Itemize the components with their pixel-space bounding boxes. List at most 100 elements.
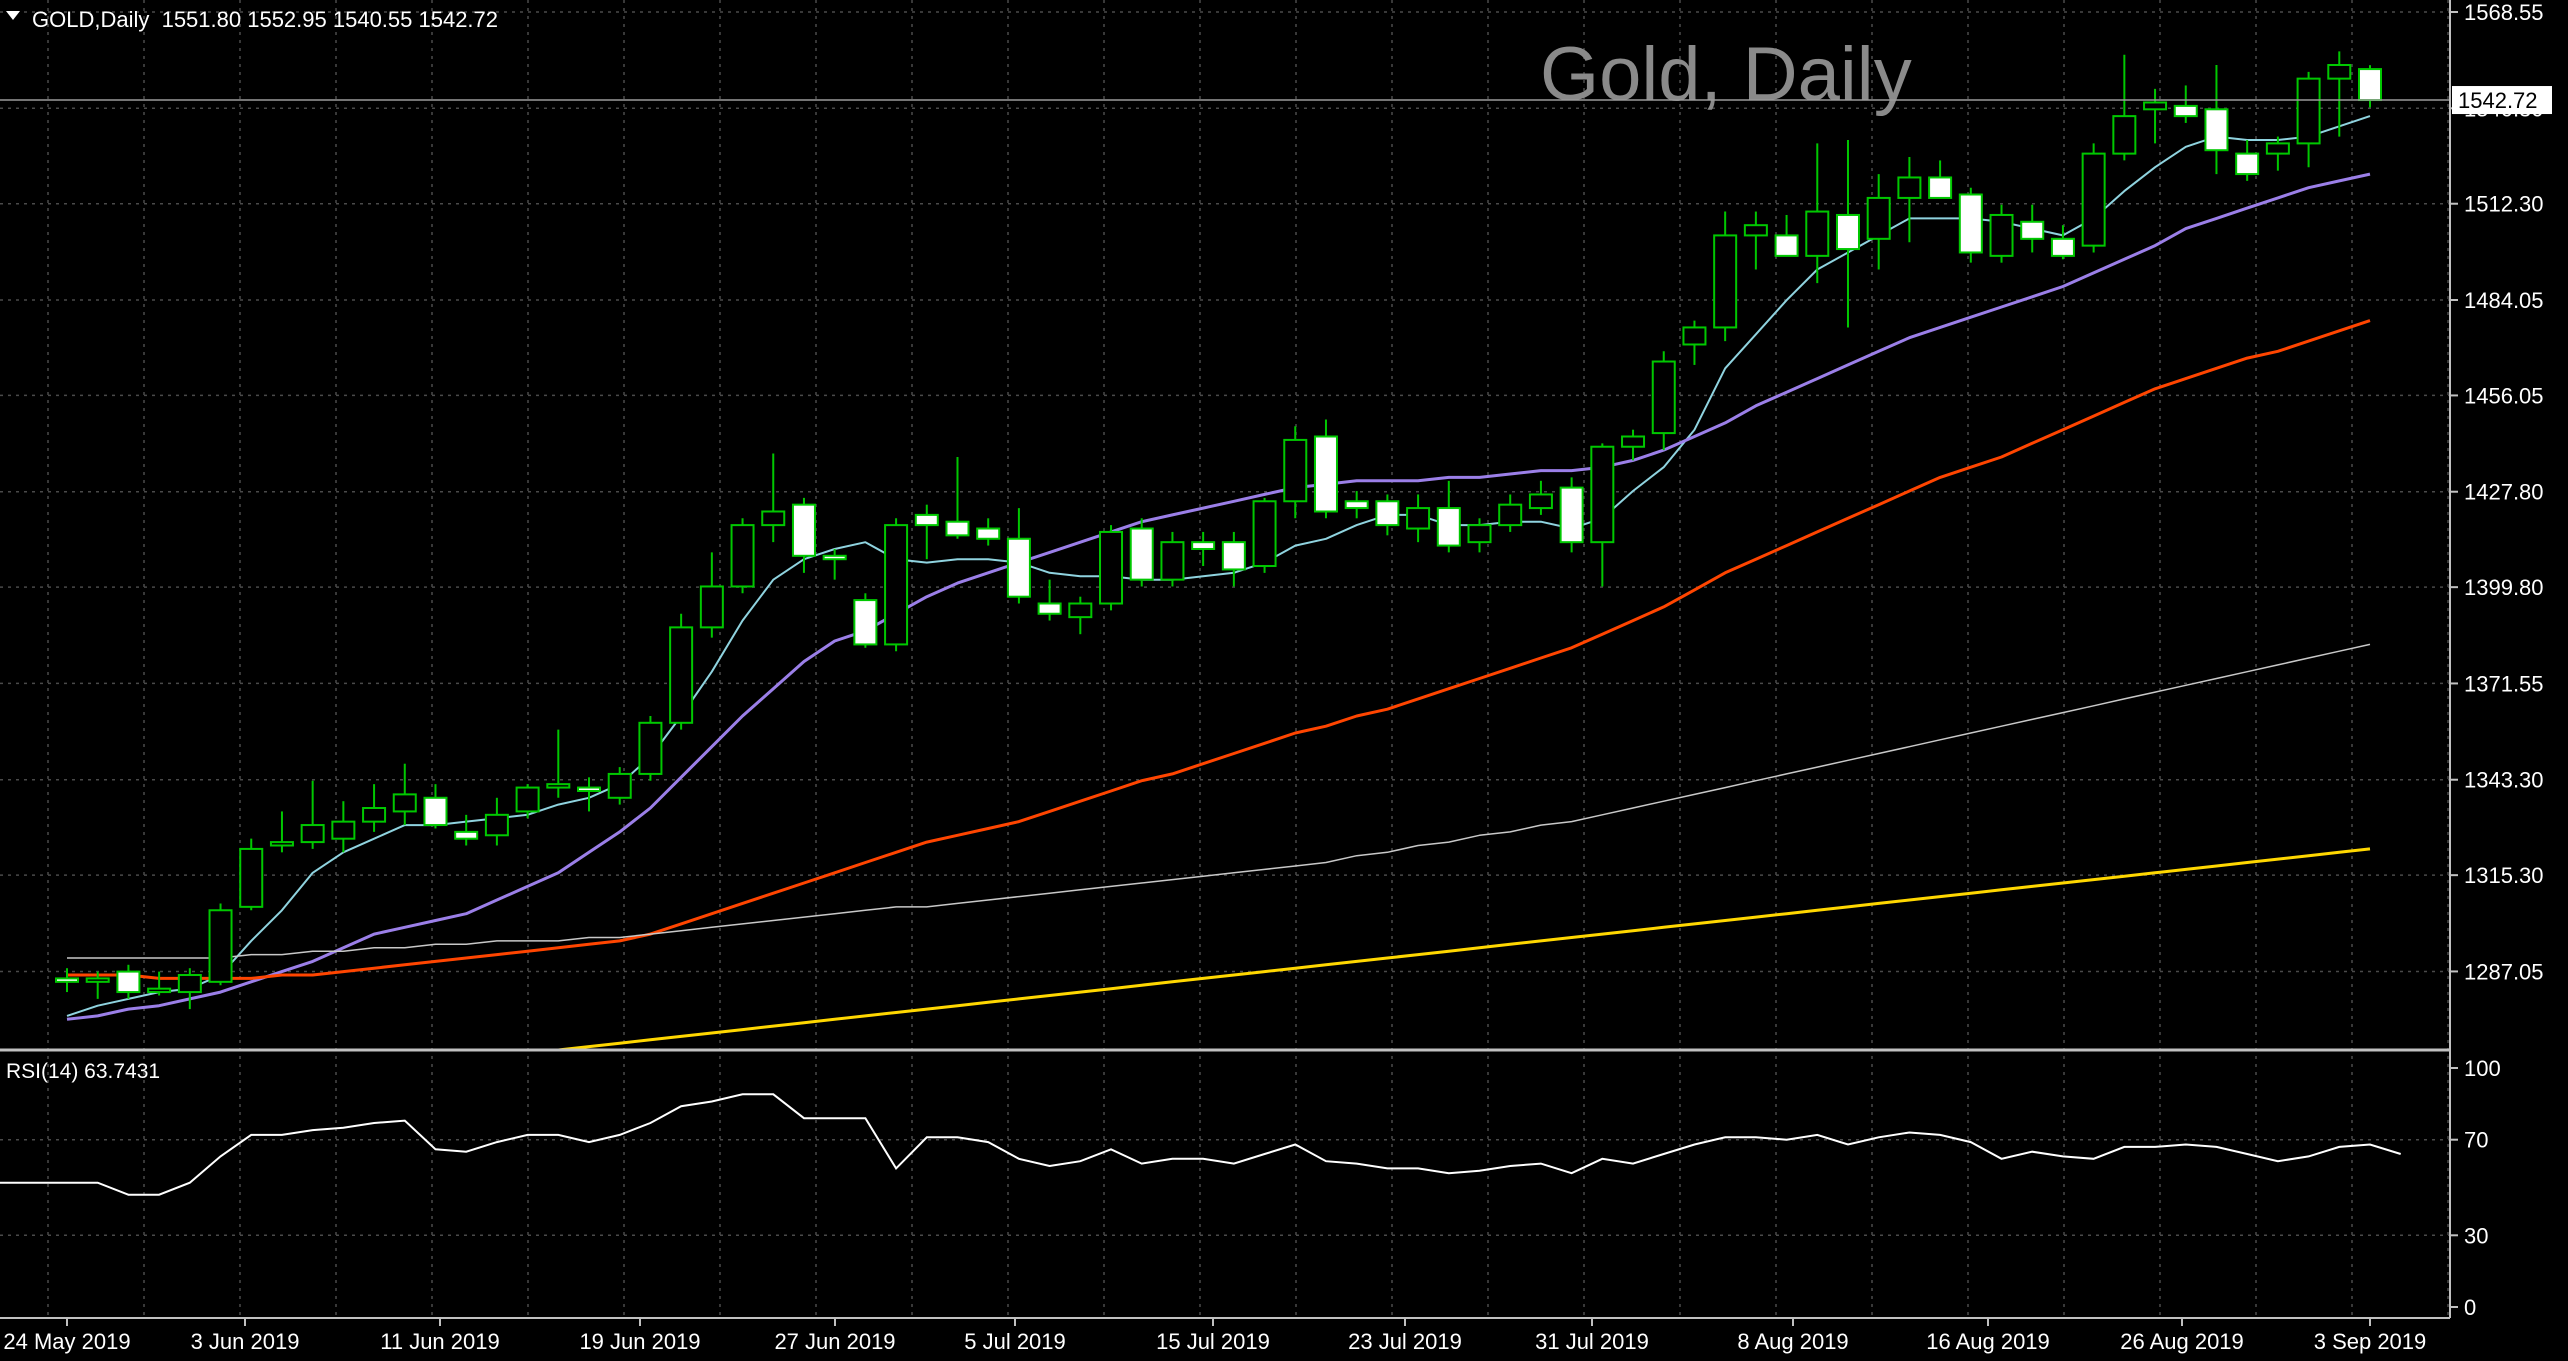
candle[interactable] (55, 968, 79, 993)
candle[interactable] (484, 797, 509, 846)
candle[interactable] (1897, 157, 1922, 243)
candle[interactable] (239, 838, 264, 911)
candle[interactable] (331, 801, 356, 853)
candle[interactable] (1989, 204, 2014, 263)
price-tick-label: 1512.30 (2464, 192, 2544, 217)
candle[interactable] (1682, 320, 1707, 365)
candle[interactable] (1006, 508, 1031, 604)
candle[interactable] (2265, 136, 2290, 171)
candlesticks[interactable] (55, 51, 2382, 1010)
candle-body-down (853, 599, 878, 646)
candle[interactable] (208, 903, 233, 986)
candle[interactable] (884, 518, 909, 652)
candle[interactable] (914, 504, 939, 560)
candle-body-down (1129, 527, 1154, 581)
candle[interactable] (1928, 160, 1953, 199)
candle[interactable] (761, 453, 786, 543)
candle[interactable] (116, 964, 141, 999)
candle-body-up (208, 909, 233, 983)
candle[interactable] (2173, 85, 2198, 123)
candle[interactable] (1375, 494, 1400, 536)
candle[interactable] (2050, 225, 2075, 260)
price-tick-label: 1427.80 (2464, 480, 2544, 505)
price-axis[interactable]: 1568.551540.301512.301484.051456.051427.… (2450, 0, 2544, 984)
candle[interactable] (1283, 426, 1308, 519)
candle[interactable] (1068, 596, 1093, 635)
candle[interactable] (177, 968, 202, 1010)
candle[interactable] (2112, 54, 2137, 161)
candle[interactable] (1160, 531, 1185, 587)
candle[interactable] (1621, 429, 1646, 461)
candle[interactable] (1498, 494, 1523, 532)
candle[interactable] (730, 518, 755, 594)
candle[interactable] (976, 518, 1001, 546)
candle[interactable] (392, 763, 417, 826)
candle[interactable] (1559, 477, 1584, 553)
candle[interactable] (1651, 351, 1676, 451)
candle[interactable] (2296, 71, 2321, 168)
candle[interactable] (1743, 211, 1768, 270)
collapse-triangle-icon[interactable] (6, 11, 20, 20)
candle[interactable] (147, 971, 172, 996)
time-tick-label: 16 Aug 2019 (1926, 1329, 2050, 1354)
candle[interactable] (1590, 443, 1615, 587)
candle[interactable] (1713, 211, 1738, 342)
candle[interactable] (423, 784, 448, 829)
moving-average-ma-long (67, 643, 2371, 959)
candle[interactable] (699, 552, 724, 638)
candle[interactable] (1313, 419, 1338, 519)
candle[interactable] (1835, 139, 1860, 328)
candle[interactable] (791, 497, 816, 573)
candle[interactable] (2204, 64, 2229, 175)
candle[interactable] (1037, 579, 1062, 621)
candle[interactable] (85, 971, 110, 999)
candle[interactable] (1099, 525, 1124, 611)
candle[interactable] (1528, 480, 1553, 515)
candle-body-down (2235, 152, 2260, 176)
candle[interactable] (1958, 187, 1983, 263)
candle[interactable] (669, 613, 694, 730)
candle[interactable] (1774, 214, 1799, 257)
candle[interactable] (454, 814, 479, 846)
candle[interactable] (607, 767, 632, 805)
candle[interactable] (2081, 143, 2106, 253)
price-tick-label: 1568.55 (2464, 0, 2544, 25)
candle[interactable] (853, 593, 878, 648)
candle[interactable] (2358, 65, 2382, 108)
candle[interactable] (1866, 174, 1891, 270)
candle[interactable] (577, 777, 602, 812)
candle[interactable] (1252, 497, 1277, 573)
candle[interactable] (300, 780, 325, 849)
moving-average-ma-mid (66, 172, 2371, 1021)
price-tick-label: 1315.30 (2464, 863, 2544, 888)
candle[interactable] (2327, 51, 2352, 137)
candle-body-down (1006, 537, 1031, 598)
candle-body-up (607, 772, 632, 799)
candle[interactable] (269, 811, 294, 853)
candle[interactable] (1191, 531, 1216, 567)
candle[interactable] (2020, 204, 2045, 253)
time-axis[interactable]: 24 May 2019 3 Jun 2019 11 Jun 2019 19 Jun 2… (3, 1318, 2426, 1354)
candle-body-down (577, 786, 602, 792)
candle[interactable] (638, 715, 663, 781)
candle[interactable] (945, 456, 970, 539)
candle[interactable] (1436, 480, 1461, 553)
candle[interactable] (1406, 494, 1431, 543)
candle[interactable] (2235, 139, 2260, 181)
candle[interactable] (362, 784, 387, 832)
candle[interactable] (515, 784, 540, 819)
time-tick-label: 8 Aug 2019 (1737, 1329, 1848, 1354)
candle[interactable] (2143, 88, 2168, 144)
candle-body-down (1375, 500, 1400, 527)
candle[interactable] (1221, 531, 1246, 587)
candle[interactable] (1344, 491, 1369, 519)
candle-body-up (1406, 507, 1431, 530)
candle[interactable] (822, 548, 847, 580)
candle[interactable] (546, 729, 571, 798)
candle[interactable] (1467, 518, 1492, 553)
candle-body-up (2327, 63, 2352, 80)
candle-body-up (1743, 224, 1768, 237)
candle[interactable] (1129, 518, 1154, 587)
candle[interactable] (1805, 143, 1830, 284)
